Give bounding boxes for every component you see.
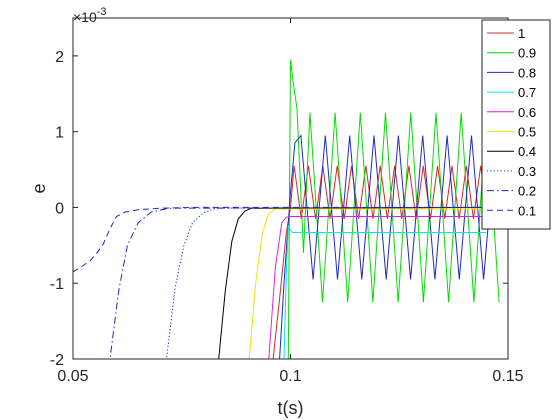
- series-line-1: [73, 165, 503, 359]
- legend-label-0.6: 0.6: [518, 105, 536, 120]
- legend-box: [481, 19, 551, 230]
- x-tick-label: 0.1: [279, 368, 301, 385]
- series-line-0.3: [73, 206, 487, 359]
- legend: 1 0.9 0.8 0.7 0.6 0.5 0.4 0.3 0.2 0.1: [481, 19, 551, 230]
- plot-area: [72, 17, 509, 360]
- y-axis-exponent-power: -3: [97, 6, 107, 18]
- series-line-0.1: [73, 206, 487, 273]
- series-line-0.8: [73, 134, 497, 359]
- y-tick-label: 1: [55, 125, 64, 142]
- x-axis-label: t(s): [278, 398, 304, 418]
- legend-label-0.8: 0.8: [518, 65, 536, 80]
- legend-label-0.7: 0.7: [518, 85, 536, 100]
- legend-label-0.4: 0.4: [518, 144, 536, 159]
- legend-label-0.2: 0.2: [518, 184, 536, 199]
- legend-label-0.1: 0.1: [518, 203, 536, 218]
- ticks-layer: 0.05 0.1 0.15 -2 -1 0 1 2: [50, 18, 524, 385]
- series-line-0.6: [73, 216, 487, 359]
- y-axis-exponent: ×10-3: [73, 6, 107, 25]
- legend-label-0.9: 0.9: [518, 46, 536, 61]
- y-axis-exponent-base: ×10: [73, 9, 97, 25]
- y-tick-label: 0: [55, 200, 64, 217]
- legend-label-0.5: 0.5: [518, 125, 536, 140]
- series-line-0.4: [73, 206, 487, 359]
- y-axis-label: e: [29, 183, 49, 193]
- series-layer: [73, 59, 503, 359]
- legend-label-0.3: 0.3: [518, 164, 536, 179]
- y-tick-label: -1: [50, 276, 64, 293]
- y-tick-label: 2: [55, 49, 64, 66]
- x-tick-label: 0.05: [57, 368, 88, 385]
- labels-layer: t(s) e ×10-3: [29, 6, 304, 418]
- series-line-0.7: [73, 224, 487, 359]
- series-line-0.5: [73, 208, 487, 359]
- legend-label-1: 1: [518, 26, 525, 41]
- y-tick-label: -2: [50, 352, 64, 369]
- series-line-0.2: [73, 206, 487, 359]
- x-tick-label: 0.15: [492, 368, 523, 385]
